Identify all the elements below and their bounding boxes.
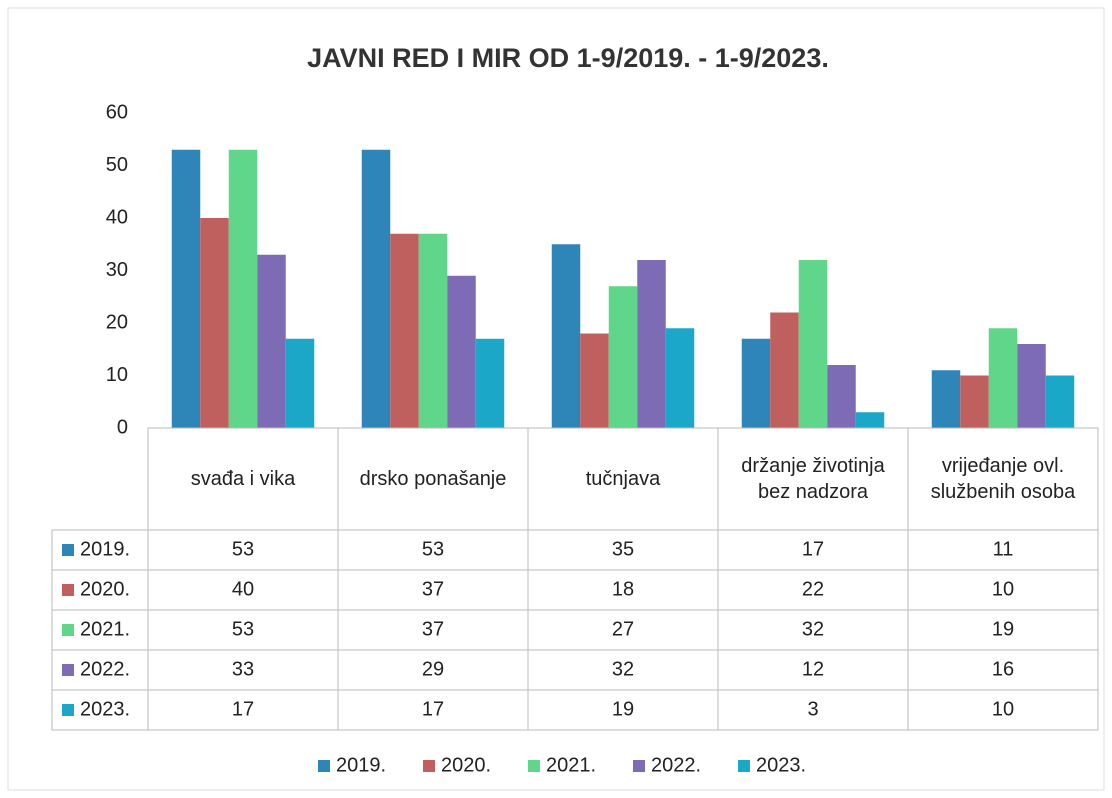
table-value: 10 (992, 578, 1014, 600)
y-tick-label: 20 (106, 311, 128, 333)
table-row-label: 2020. (80, 578, 130, 600)
bar (285, 338, 315, 428)
x-tick-label: svađa i vika (190, 468, 296, 490)
bar (228, 149, 258, 428)
table-value: 29 (422, 658, 444, 680)
x-tick-label: držanje životinja bez nadzora (741, 455, 885, 503)
bar (1017, 344, 1046, 428)
table-row-label: 2023. (80, 698, 130, 720)
table-value: 32 (802, 618, 824, 640)
table-row-label: 2021. (80, 618, 130, 640)
y-tick-label: 40 (106, 206, 128, 228)
table-value: 17 (422, 698, 444, 720)
table-value: 11 (993, 538, 1014, 560)
table-legend-key (62, 704, 74, 716)
category-label-box: vrijeđanje ovl. službenih osoba (930, 455, 1076, 503)
legend-key (633, 760, 645, 772)
table-legend-key (62, 664, 74, 676)
table-value: 16 (992, 658, 1014, 680)
legend-key (423, 760, 435, 772)
table-value: 35 (612, 538, 634, 560)
legend-label: 2020. (441, 754, 491, 776)
bar (390, 233, 419, 428)
y-tick-label: 50 (106, 154, 128, 176)
chart-title: JAVNI RED I MIR OD 1-9/2019. - 1-9/2023. (307, 43, 829, 73)
table-row-label: 2022. (80, 658, 130, 680)
legend-key (318, 760, 330, 772)
bar (418, 233, 448, 428)
bar (200, 218, 229, 428)
x-tick-label: vrijeđanje ovl. službenih osoba (930, 455, 1076, 503)
table-value: 17 (232, 698, 254, 720)
legend-key (528, 760, 540, 772)
bar (827, 365, 856, 428)
table-value: 53 (422, 538, 444, 560)
legend-label: 2021. (546, 754, 596, 776)
table-row-label: 2019. (80, 538, 130, 560)
legend-key (738, 760, 750, 772)
bar (988, 328, 1018, 428)
bar (1045, 375, 1075, 428)
bar (741, 338, 771, 428)
table-value: 10 (992, 698, 1014, 720)
table-value: 40 (232, 578, 254, 600)
table-value: 37 (422, 618, 444, 640)
table-value: 18 (612, 578, 634, 600)
table-value: 22 (802, 578, 824, 600)
legend-label: 2019. (336, 754, 386, 776)
y-tick-label: 30 (106, 259, 128, 281)
category-label-box: tučnjava (585, 468, 661, 490)
bar (608, 286, 638, 428)
table-value: 3 (807, 698, 818, 720)
table-value: 37 (422, 578, 444, 600)
bar (361, 149, 391, 428)
bar (931, 370, 961, 428)
bar (770, 312, 799, 428)
table-value: 32 (612, 658, 634, 680)
table-value: 27 (612, 618, 634, 640)
bar (665, 328, 695, 428)
table-value: 33 (232, 658, 254, 680)
legend-label: 2022. (651, 754, 701, 776)
bar (171, 149, 201, 428)
table-cell (907, 689, 1099, 731)
y-tick-label: 60 (106, 101, 128, 123)
bar (798, 260, 828, 428)
y-tick-label: 0 (117, 416, 128, 438)
category-label-box: drsko ponašanje (359, 468, 507, 490)
bar (551, 244, 581, 428)
table-value: 19 (612, 698, 634, 720)
bar (960, 375, 989, 428)
table-value: 19 (992, 618, 1014, 640)
table-value: 17 (802, 538, 824, 560)
table-legend-key (62, 544, 74, 556)
y-tick-label: 10 (106, 364, 128, 386)
table-legend-key (62, 584, 74, 596)
category-label-box: držanje životinja bez nadzora (741, 455, 885, 503)
table-value: 53 (232, 618, 254, 640)
bar (855, 412, 885, 428)
bar (257, 254, 286, 428)
table-legend-key (62, 624, 74, 636)
table-value: 53 (232, 538, 254, 560)
bar (447, 275, 476, 428)
bar (475, 338, 505, 428)
bar (637, 260, 666, 428)
category-label-box: svađa i vika (190, 468, 296, 490)
x-tick-label: drsko ponašanje (359, 468, 507, 490)
x-tick-label: tučnjava (585, 468, 661, 490)
legend-label: 2023. (756, 754, 806, 776)
table-value: 12 (802, 658, 824, 680)
bar (580, 333, 609, 428)
